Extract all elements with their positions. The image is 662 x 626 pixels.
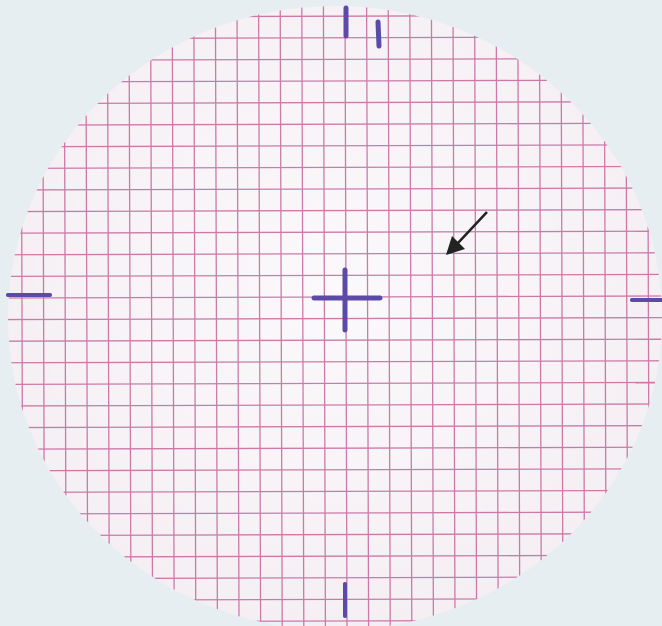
mark-top-right <box>378 22 379 46</box>
filter-image <box>0 0 662 626</box>
page: Filter {} html, body { margin: 0; paddin… <box>0 0 662 626</box>
body: (() => { const data = JSON.parse(documen… <box>0 0 662 626</box>
filter-disc <box>8 6 662 626</box>
